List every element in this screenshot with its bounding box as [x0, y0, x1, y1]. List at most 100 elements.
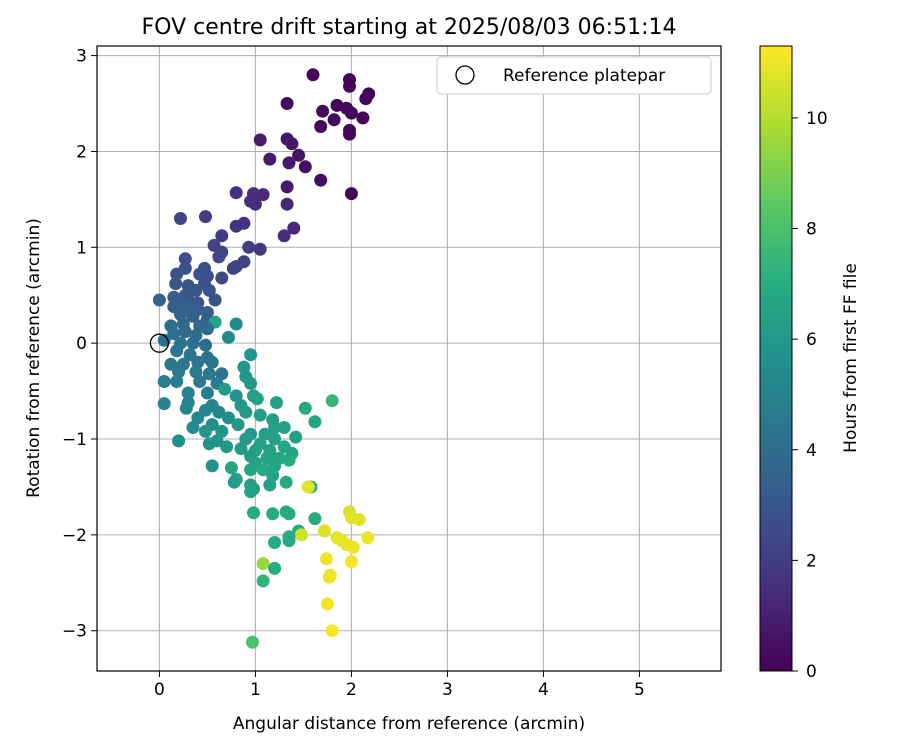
data-point — [256, 557, 270, 571]
data-point — [318, 524, 331, 538]
data-point — [178, 252, 192, 266]
x-tick-label: 4 — [538, 680, 549, 700]
colorbar-tick-label: 8 — [806, 220, 817, 240]
y-axis-label: Rotation from reference (arcmin) — [24, 218, 44, 498]
data-point — [181, 386, 195, 400]
colorbar-tick-label: 2 — [806, 551, 817, 571]
data-point — [189, 283, 203, 297]
data-point — [222, 330, 235, 344]
data-point — [229, 389, 243, 403]
data-point — [282, 530, 296, 544]
data-point — [292, 148, 306, 162]
data-point — [308, 512, 322, 526]
data-point — [298, 401, 312, 415]
colorbar-tick-label: 4 — [806, 441, 817, 461]
x-tick-label: 1 — [250, 680, 261, 700]
data-point — [226, 261, 240, 275]
colorbar-tick-label: 10 — [806, 109, 828, 129]
data-point — [356, 111, 370, 125]
data-point — [280, 197, 294, 211]
data-point — [285, 137, 299, 151]
data-point — [237, 216, 251, 230]
data-point — [244, 485, 258, 499]
data-point — [170, 344, 184, 358]
data-point — [282, 156, 296, 170]
data-point — [212, 405, 226, 419]
colorbar-tick-label: 0 — [806, 662, 817, 682]
data-point — [314, 120, 328, 133]
data-point — [320, 597, 334, 611]
colorbar-ticks: 0 2 4 6 8 10 — [792, 109, 828, 682]
y-tick-label: 2 — [76, 142, 87, 162]
data-point — [186, 421, 200, 434]
y-tick-label: 1 — [76, 238, 87, 258]
plot-frame — [96, 45, 722, 672]
x-tick-label: 2 — [346, 680, 357, 700]
data-point — [220, 440, 234, 454]
data-point — [191, 411, 205, 425]
data-point — [253, 408, 267, 422]
data-point — [244, 463, 258, 477]
data-point — [172, 434, 186, 448]
data-point — [242, 240, 256, 254]
data-point — [282, 453, 296, 467]
data-point — [199, 338, 212, 352]
data-point — [298, 160, 312, 174]
data-point — [306, 68, 320, 82]
data-point — [344, 555, 358, 569]
data-point — [227, 475, 241, 489]
data-point — [277, 421, 291, 434]
colorbar-label: Hours from first FF file — [841, 263, 861, 453]
colorbar-tick-label: 6 — [806, 330, 817, 350]
data-point — [268, 421, 282, 434]
data-point — [202, 283, 216, 297]
legend-reference-icon — [455, 65, 475, 85]
data-point — [268, 536, 282, 549]
x-tick-label: 3 — [442, 680, 453, 700]
x-tick-label: 0 — [154, 680, 165, 700]
y-tick-label: 0 — [76, 334, 87, 354]
data-point — [202, 437, 216, 451]
data-point — [208, 293, 222, 307]
data-point — [279, 475, 293, 489]
y-tick-label: −3 — [62, 622, 87, 642]
data-point — [215, 367, 229, 381]
y-axis-ticks: 3 2 1 0 −1 −2 −3 — [62, 47, 97, 642]
data-point — [352, 513, 366, 526]
data-point — [178, 325, 192, 339]
data-point — [287, 221, 301, 235]
data-point — [344, 187, 358, 201]
x-axis-ticks: 0 1 2 3 4 5 — [154, 671, 645, 700]
data-point — [263, 152, 277, 166]
data-point — [253, 242, 267, 256]
data-point — [359, 92, 373, 106]
data-point — [193, 375, 207, 388]
data-point — [239, 432, 253, 446]
data-point — [268, 561, 282, 575]
chart-title: FOV centre drift starting at 2025/08/03 … — [142, 15, 677, 40]
data-point — [224, 461, 238, 475]
data-point — [199, 210, 212, 224]
data-point — [167, 327, 181, 341]
data-point — [256, 463, 270, 477]
legend-label: Reference platepar — [503, 66, 665, 86]
data-point — [343, 79, 356, 93]
data-point — [174, 212, 187, 225]
data-point — [301, 480, 315, 494]
data-point — [343, 127, 356, 141]
data-point — [231, 418, 245, 432]
data-point — [234, 442, 248, 456]
y-tick-label: 3 — [76, 47, 87, 67]
data-point — [253, 133, 267, 147]
data-point — [244, 376, 258, 390]
y-tick-label: −2 — [62, 526, 87, 546]
data-point — [239, 405, 253, 419]
data-point — [248, 197, 262, 211]
data-point — [344, 106, 358, 120]
data-point — [222, 411, 235, 425]
data-point — [152, 293, 166, 307]
legend: Reference platepar — [436, 56, 712, 95]
data-point — [282, 507, 296, 521]
data-point — [280, 97, 294, 110]
